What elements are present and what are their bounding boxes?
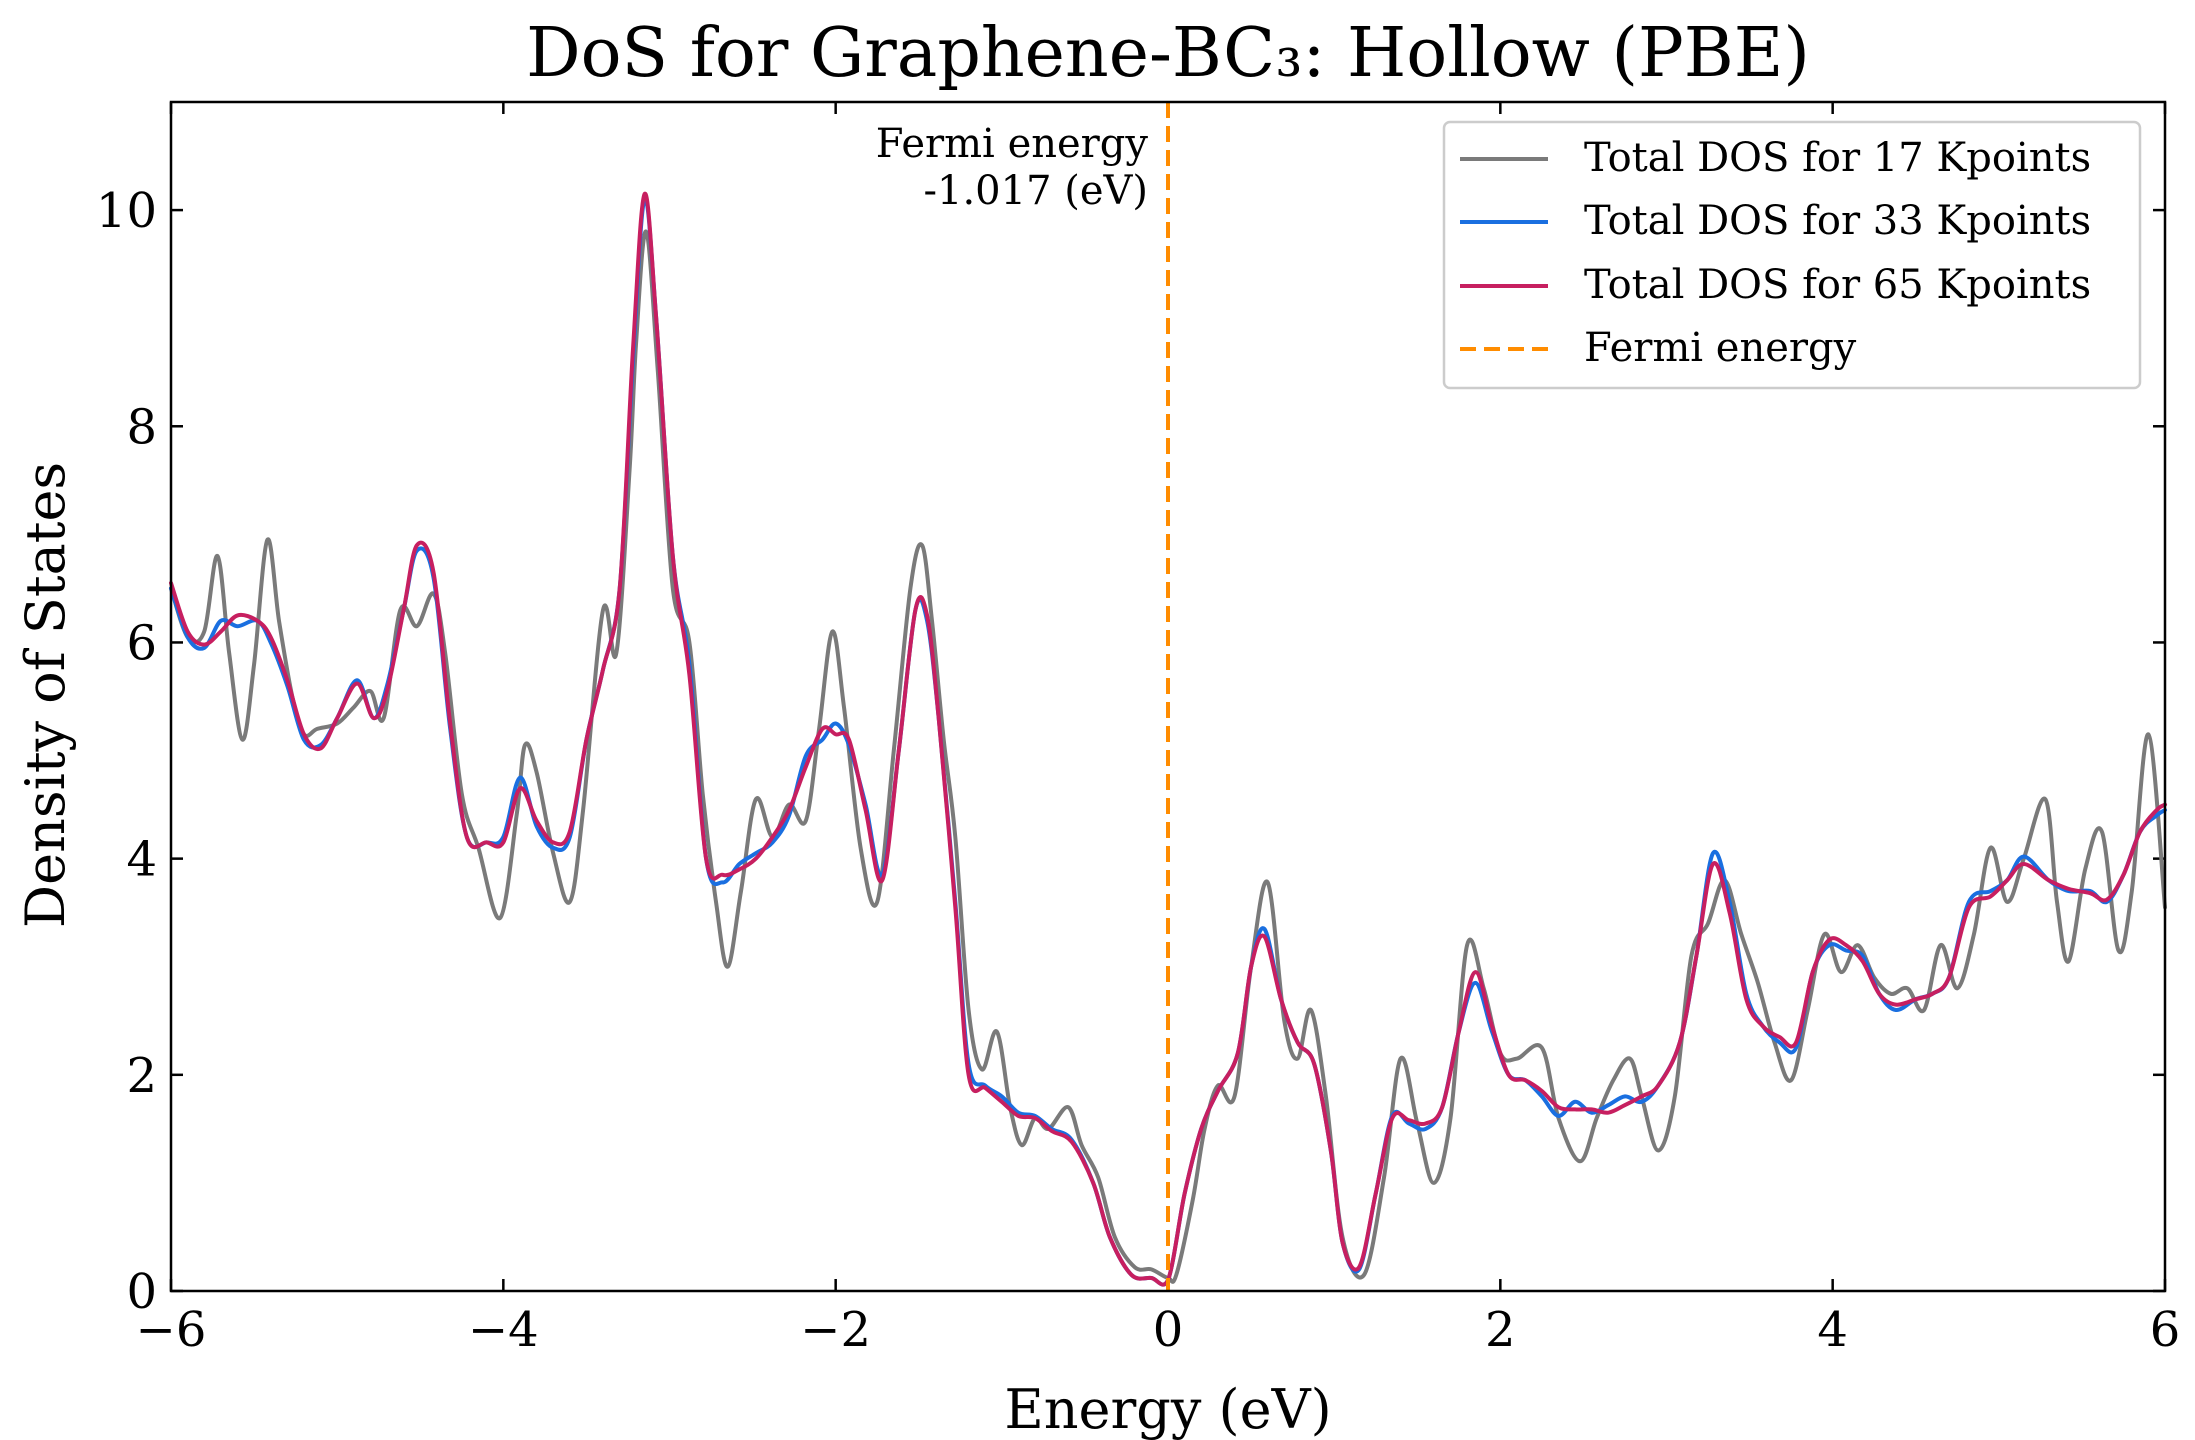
- data-series: [169, 191, 2167, 1287]
- legend-label-fermi: Fermi energy: [1584, 325, 1857, 371]
- y-axis-label: Density of States: [14, 462, 77, 928]
- legend-entry-17: Total DOS for 17 Kpoints: [1460, 135, 2091, 181]
- series-65-kpoints-line: [169, 191, 2167, 1287]
- legend-label-65: Total DOS for 65 Kpoints: [1584, 262, 2091, 308]
- x-tick-label: 0: [1153, 1302, 1184, 1358]
- y-tick-label: 10: [96, 183, 157, 239]
- legend: Total DOS for 17 Kpoints Total DOS for 3…: [1442, 120, 2142, 390]
- legend-entry-fermi: Fermi energy: [1460, 325, 1857, 371]
- y-tick-label: 4: [126, 832, 157, 888]
- y-tick-label: 8: [126, 399, 157, 455]
- legend-box: [1442, 120, 2142, 390]
- legend-entry-65: Total DOS for 65 Kpoints: [1460, 262, 2091, 308]
- fermi-annotation-line2: -1.017 (eV): [923, 168, 1148, 214]
- series-17-kpoints-line: [169, 229, 2167, 1284]
- legend-label-17: Total DOS for 17 Kpoints: [1584, 135, 2091, 181]
- x-tick-label: 6: [2150, 1302, 2181, 1358]
- chart-title: DoS for Graphene-BC₃: Hollow (PBE): [526, 14, 1810, 93]
- x-tick-label: −4: [468, 1302, 539, 1358]
- fermi-annotation-line1: Fermi energy: [876, 121, 1149, 167]
- x-tick-label: 2: [1485, 1302, 1516, 1358]
- legend-label-33: Total DOS for 33 Kpoints: [1584, 198, 2091, 244]
- legend-entry-33: Total DOS for 33 Kpoints: [1460, 198, 2091, 244]
- axis-ticks: −6 −4 −2 0 2 4 6 0 2 4 6 8 10: [96, 102, 2180, 1358]
- x-tick-label: 4: [1817, 1302, 1848, 1358]
- y-tick-label: 2: [126, 1048, 157, 1104]
- x-tick-label: −6: [136, 1302, 207, 1358]
- y-tick-label: 6: [126, 615, 157, 671]
- fermi-marker: Fermi energy -1.017 (eV): [876, 102, 1170, 1291]
- x-axis-label: Energy (eV): [1004, 1378, 1331, 1440]
- plot-frame: [169, 100, 2167, 1293]
- x-tick-label: −2: [800, 1302, 871, 1358]
- y-tick-label: 0: [126, 1264, 157, 1320]
